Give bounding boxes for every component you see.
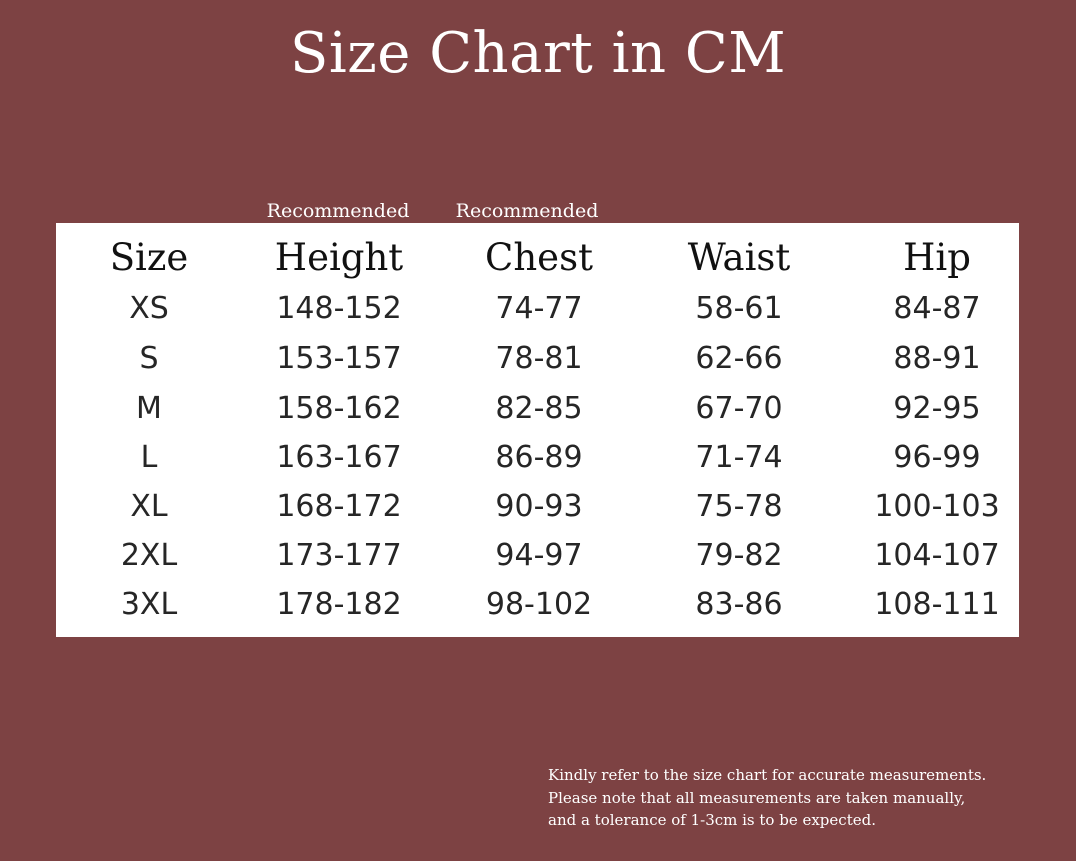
note-line: and a tolerance of 1-3cm is to be expect… — [548, 811, 876, 829]
cell-hip: 84-87 — [893, 291, 981, 326]
cell-height: 153-157 — [276, 341, 402, 376]
cell-height: 158-162 — [276, 391, 402, 426]
cell-chest: 78-81 — [495, 341, 583, 376]
cell-waist: 71-74 — [695, 440, 783, 475]
measurement-note: Kindly refer to the size chart for accur… — [548, 764, 1048, 832]
cell-height: 163-167 — [276, 440, 402, 475]
table-header-row: Size Height Chest Waist Hip — [56, 233, 1019, 283]
cell-waist: 58-61 — [695, 291, 783, 326]
table-row: M 158-162 82-85 67-70 92-95 — [56, 384, 1019, 434]
cell-height: 173-177 — [276, 538, 402, 573]
header-size: Size — [109, 236, 189, 279]
cell-size: S — [139, 341, 159, 376]
table-row: XS 148-152 74-77 58-61 84-87 — [56, 284, 1019, 334]
cell-hip: 100-103 — [874, 489, 1000, 524]
cell-size: L — [140, 440, 158, 475]
cell-height: 168-172 — [276, 489, 402, 524]
size-table: Size Height Chest Waist Hip XS 148-152 7… — [56, 223, 1019, 637]
cell-chest: 98-102 — [485, 587, 593, 622]
cell-waist: 75-78 — [695, 489, 783, 524]
note-line: Please note that all measurements are ta… — [548, 788, 966, 807]
cell-chest: 90-93 — [495, 489, 583, 524]
header-waist: Waist — [687, 236, 791, 279]
table-row: 3XL 178-182 98-102 83-86 108-111 — [56, 580, 1019, 630]
table-row: 2XL 173-177 94-97 79-82 104-107 — [56, 531, 1019, 581]
table-row: L 163-167 86-89 71-74 96-99 — [56, 433, 1019, 483]
cell-waist: 83-86 — [695, 587, 783, 622]
cell-size: 3XL — [120, 587, 178, 622]
cell-waist: 67-70 — [695, 391, 783, 426]
cell-waist: 62-66 — [695, 341, 783, 376]
cell-size: XL — [130, 489, 168, 524]
cell-size: M — [136, 391, 162, 426]
chest-recommended-label: Recommended — [455, 200, 599, 222]
note-line: Kindly refer to the size chart for accur… — [548, 766, 987, 784]
table-row: S 153-157 78-81 62-66 88-91 — [56, 334, 1019, 384]
cell-waist: 79-82 — [695, 538, 783, 573]
header-chest: Chest — [485, 236, 593, 279]
cell-hip: 92-95 — [893, 391, 981, 426]
cell-height: 178-182 — [276, 587, 402, 622]
page-title: Size Chart in CM — [289, 21, 787, 86]
cell-chest: 94-97 — [495, 538, 583, 573]
table-row: XL 168-172 90-93 75-78 100-103 — [56, 482, 1019, 532]
cell-chest: 74-77 — [495, 291, 583, 326]
cell-chest: 86-89 — [495, 440, 583, 475]
cell-hip: 108-111 — [874, 587, 1000, 622]
cell-size: 2XL — [120, 538, 178, 573]
height-recommended-label: Recommended — [266, 200, 410, 222]
header-hip: Hip — [903, 236, 971, 279]
cell-hip: 104-107 — [874, 538, 1000, 573]
cell-height: 148-152 — [276, 291, 402, 326]
cell-size: XS — [129, 291, 169, 326]
cell-hip: 88-91 — [893, 341, 981, 376]
cell-hip: 96-99 — [893, 440, 981, 475]
cell-chest: 82-85 — [495, 391, 583, 426]
header-height: Height — [274, 236, 404, 279]
